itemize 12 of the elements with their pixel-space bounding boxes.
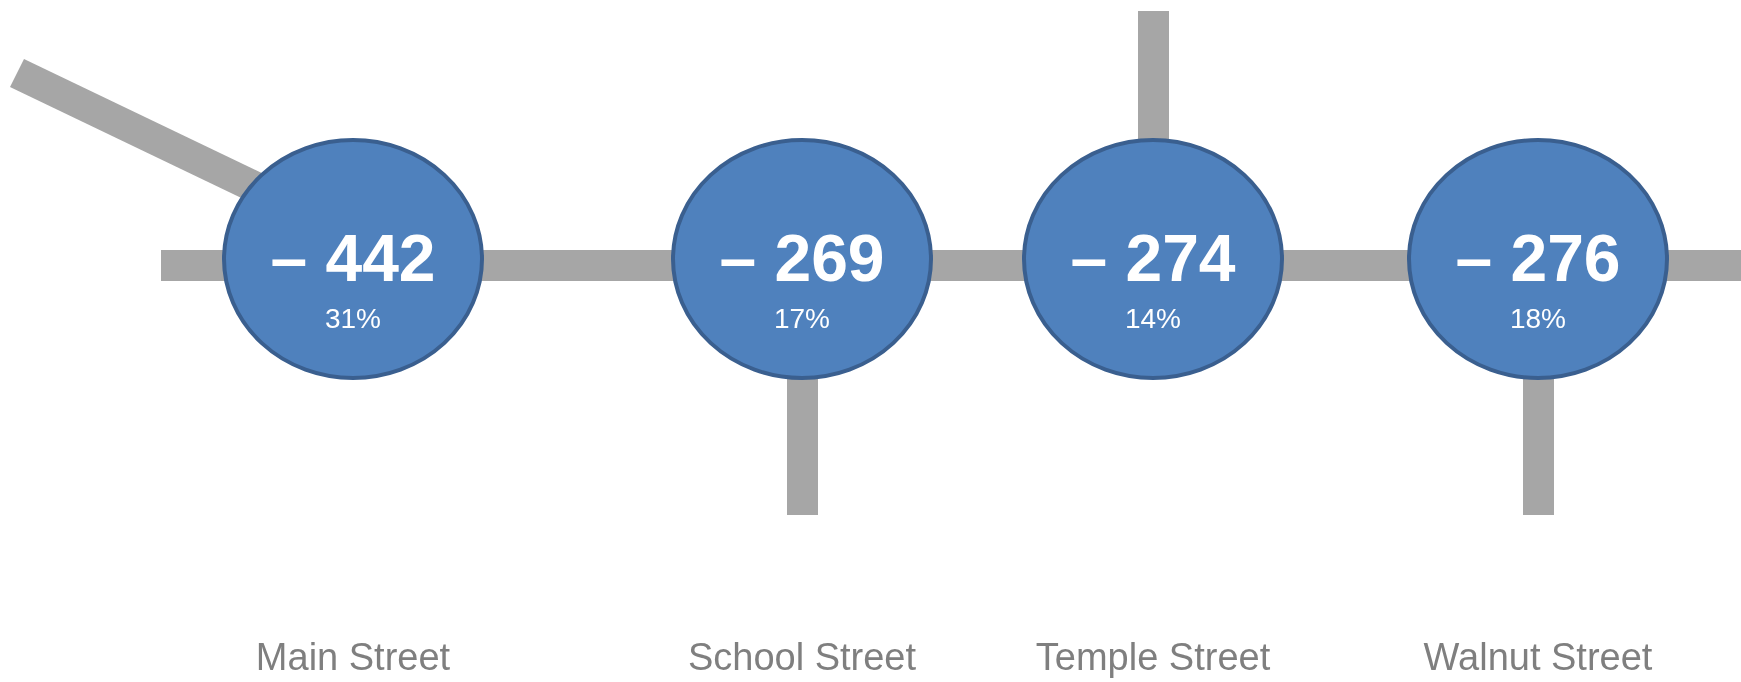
category-label: Walnut Street xyxy=(1423,636,1653,678)
data-label: – 276 xyxy=(1455,221,1621,295)
data-label: 31% xyxy=(324,303,382,334)
category-label: Temple Street xyxy=(1035,636,1271,678)
data-label: – 269 xyxy=(719,221,885,295)
category-label: Main Street xyxy=(255,636,451,678)
data-label: – 274 xyxy=(1070,221,1236,295)
data-label: 17% xyxy=(773,303,831,334)
data-label: 14% xyxy=(1124,303,1182,334)
category-label: School Street xyxy=(687,636,917,678)
data-label: – 442 xyxy=(270,221,436,295)
data-label: 18% xyxy=(1509,303,1567,334)
